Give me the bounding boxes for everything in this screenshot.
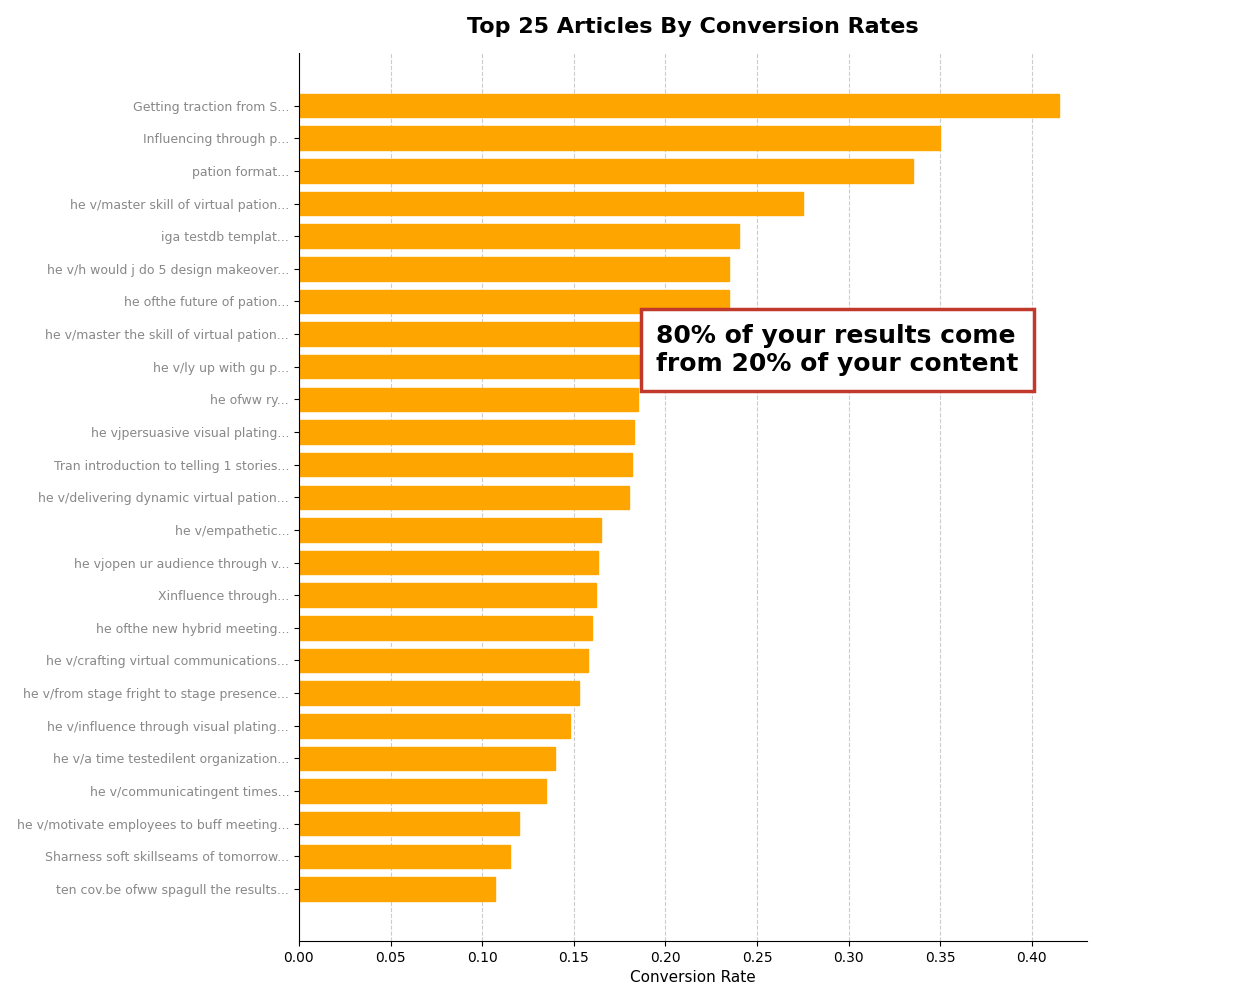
Bar [299,780,546,803]
Bar [299,845,510,868]
Bar [299,681,579,704]
Bar [299,355,647,379]
Bar [299,486,629,509]
Bar [299,94,1060,117]
Bar [299,551,598,574]
Bar [299,616,592,639]
Bar [299,583,595,607]
Bar [299,518,601,542]
Title: Top 25 Articles By Conversion Rates: Top 25 Articles By Conversion Rates [467,17,919,37]
Bar [299,191,803,215]
Bar [299,812,519,836]
Bar [299,126,940,150]
Bar [299,420,635,444]
Bar [299,258,730,281]
Bar [299,224,739,247]
Bar [299,453,632,476]
Text: 80% of your results come
from 20% of your content: 80% of your results come from 20% of you… [656,325,1019,377]
Bar [299,746,556,771]
Bar [299,877,495,901]
Bar [299,323,720,346]
Bar [299,388,637,411]
Bar [299,714,571,737]
Bar [299,159,913,182]
X-axis label: Conversion Rate: Conversion Rate [630,970,756,985]
Bar [299,648,588,672]
Bar [299,290,730,314]
